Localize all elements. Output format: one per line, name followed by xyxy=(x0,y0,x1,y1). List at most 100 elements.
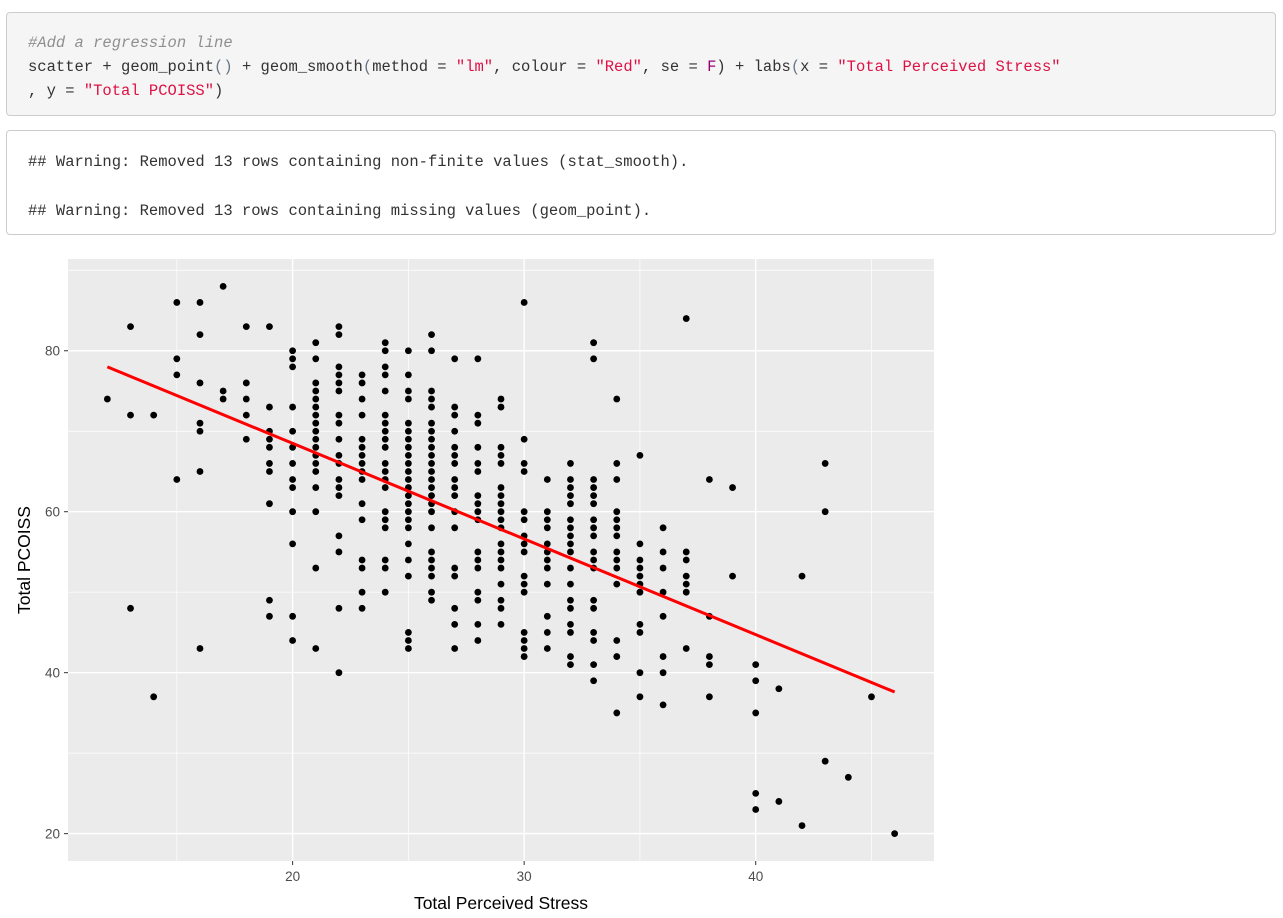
data-point xyxy=(752,661,760,669)
data-point xyxy=(613,709,621,717)
data-point xyxy=(289,427,297,435)
data-point xyxy=(613,532,621,540)
data-point xyxy=(798,822,806,829)
data-point xyxy=(636,540,644,548)
data-point xyxy=(451,645,459,652)
data-point xyxy=(497,596,505,604)
data-point xyxy=(404,629,412,636)
y-tick-label: 20 xyxy=(45,827,60,842)
data-point xyxy=(497,604,505,612)
code-token: ) + labs xyxy=(716,58,791,76)
data-point xyxy=(358,371,366,379)
data-point xyxy=(590,500,598,508)
data-point xyxy=(404,645,412,652)
data-point xyxy=(428,596,435,604)
data-point xyxy=(312,339,320,347)
data-point xyxy=(451,476,459,483)
data-point xyxy=(335,532,343,540)
data-point xyxy=(451,355,459,363)
data-point xyxy=(474,556,482,564)
data-point xyxy=(428,524,435,532)
y-tick-label: 80 xyxy=(45,344,60,359)
data-point xyxy=(497,516,505,524)
data-point xyxy=(335,331,343,339)
data-point xyxy=(451,604,459,612)
data-point xyxy=(242,435,250,443)
data-point xyxy=(590,492,598,500)
x-tick-label: 30 xyxy=(517,869,532,884)
data-point xyxy=(567,524,574,532)
data-point xyxy=(497,395,505,403)
warning-line-1: ## Warning: Removed 13 rows containing n… xyxy=(28,153,689,171)
data-point xyxy=(335,379,343,387)
data-point xyxy=(219,282,227,290)
data-point xyxy=(289,460,297,467)
data-point xyxy=(358,443,366,451)
code-input-block: #Add a regression line scatter + geom_po… xyxy=(6,12,1276,116)
data-point xyxy=(451,427,459,435)
code-line-1: scatter + geom_point() + geom_smooth(met… xyxy=(28,58,1061,76)
scatter-plot: 20 30 40 20 40 60 80 Total Perceived Stress To… xyxy=(14,259,934,913)
data-point xyxy=(335,604,343,612)
data-point xyxy=(520,299,528,306)
data-point xyxy=(289,476,297,483)
code-token: , y = xyxy=(28,82,84,100)
data-point xyxy=(335,435,343,443)
data-point xyxy=(520,435,528,443)
data-point xyxy=(474,355,482,363)
data-point xyxy=(891,830,899,838)
data-point xyxy=(335,669,343,677)
data-point xyxy=(752,806,760,813)
data-point xyxy=(266,403,273,411)
data-point xyxy=(451,564,459,572)
data-point xyxy=(428,403,435,411)
data-point xyxy=(381,435,389,443)
data-point xyxy=(543,564,551,572)
data-point xyxy=(636,556,644,564)
data-point xyxy=(474,548,482,556)
data-point xyxy=(335,387,343,395)
data-point xyxy=(404,468,412,475)
data-point xyxy=(428,468,435,475)
data-point xyxy=(752,709,760,717)
data-point xyxy=(428,331,435,339)
data-point xyxy=(404,492,412,500)
data-point xyxy=(497,580,505,588)
data-point xyxy=(404,387,412,395)
data-point xyxy=(567,548,574,556)
data-point xyxy=(567,484,574,491)
data-point xyxy=(543,645,551,652)
output-spacer xyxy=(28,174,1275,199)
data-point xyxy=(381,564,389,572)
data-point xyxy=(613,548,621,556)
data-point xyxy=(451,443,459,451)
data-point xyxy=(404,516,412,524)
data-point xyxy=(520,653,528,660)
data-point xyxy=(474,588,482,596)
data-point xyxy=(242,379,250,387)
data-point xyxy=(636,451,644,459)
data-point xyxy=(497,548,505,556)
data-point xyxy=(636,669,644,677)
data-point xyxy=(219,395,227,403)
data-point xyxy=(173,476,181,483)
data-point xyxy=(358,451,366,459)
code-keyword: F xyxy=(707,58,717,76)
data-point xyxy=(451,524,459,532)
data-point xyxy=(682,548,690,556)
data-point xyxy=(474,508,482,516)
data-point xyxy=(428,443,435,451)
data-point xyxy=(381,427,389,435)
data-point xyxy=(590,596,598,604)
data-point xyxy=(404,371,412,379)
data-point xyxy=(404,500,412,508)
data-point xyxy=(543,524,551,532)
data-point xyxy=(613,524,621,532)
data-point xyxy=(497,443,505,451)
data-point xyxy=(381,371,389,379)
x-tick-label: 20 xyxy=(285,869,300,884)
data-point xyxy=(173,299,181,306)
data-point xyxy=(381,516,389,524)
data-point xyxy=(404,435,412,443)
code-token: () xyxy=(214,58,233,76)
